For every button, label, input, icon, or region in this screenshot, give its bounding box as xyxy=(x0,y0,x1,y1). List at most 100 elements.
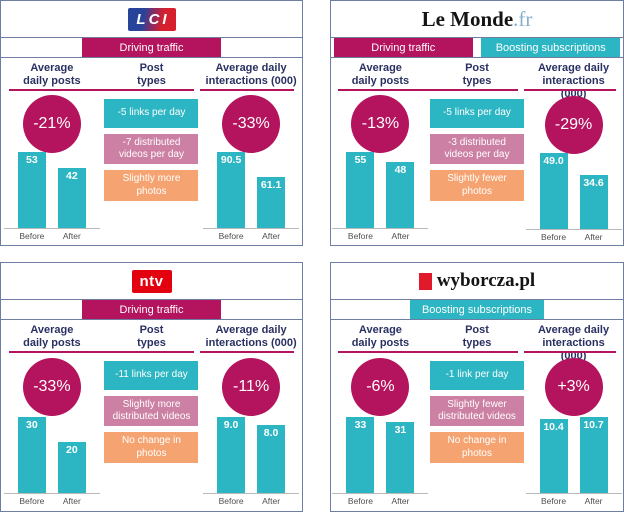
interactions-axis-labels: Before After xyxy=(526,232,622,242)
bar-after: 61.1 xyxy=(257,176,286,228)
posts-change-badge: -13% xyxy=(351,94,410,153)
column-header-interactions: Average daily interactions (000) xyxy=(205,324,297,349)
column-header-posts: Average daily posts xyxy=(23,62,81,87)
brand-logo-row: LCI xyxy=(1,1,302,37)
post-type-boxes: -1 link per day Slightly fewer distribute… xyxy=(429,361,524,463)
header-underline-right xyxy=(199,89,295,91)
post-type-boxes: -5 links per day -7 distributed videos pe… xyxy=(104,99,199,201)
header-underline-right xyxy=(523,351,616,353)
post-type-box-orange: Slightly fewer photos xyxy=(429,170,524,201)
interactions-axis-labels: Before After xyxy=(526,496,622,506)
bar-after: 48 xyxy=(386,161,415,228)
posts-column: Average daily posts -21% 53 42 Before Afte… xyxy=(3,58,100,245)
bar-before: 53 xyxy=(17,151,46,228)
header-underline-right xyxy=(199,351,295,353)
brand-logo-row: ntv xyxy=(1,263,302,299)
interactions-column: Average daily interactions (000) +3% 10.… xyxy=(525,320,622,511)
bar-after: 8.0 xyxy=(257,425,286,493)
column-header-posts: Average daily posts xyxy=(351,62,410,87)
posts-column: Average daily posts -33% 30 20 Before Afte… xyxy=(3,320,100,511)
panel-wyborcza: wyborcza.pl Boosting subscriptions Avera… xyxy=(330,262,624,512)
header-underline-left xyxy=(338,351,518,353)
posts-change-badge: -21% xyxy=(22,94,81,153)
interactions-change-badge: +3% xyxy=(544,358,603,416)
axis-label-before: Before xyxy=(19,496,45,506)
lci-logo: LCI xyxy=(127,7,176,31)
axis-label-after: After xyxy=(62,230,81,241)
panel-content: Average daily posts -33% 30 20 Before Afte… xyxy=(1,320,302,511)
axis-label-after: After xyxy=(262,230,281,241)
lemonde-logo: Le Monde.fr xyxy=(422,7,533,32)
lemonde-logo-text: Le Monde xyxy=(421,6,514,31)
strategy-tag-traffic: Driving traffic xyxy=(82,300,221,319)
interactions-column: Average daily interactions (000) -29% 49… xyxy=(525,58,622,245)
bar-before: 33 xyxy=(346,417,375,493)
bar-after: 34.6 xyxy=(579,175,608,229)
interactions-change-badge: -11% xyxy=(222,358,281,416)
strategy-tag-subs: Boosting subscriptions xyxy=(481,38,621,57)
interactions-bar-chart: 90.5 61.1 xyxy=(203,151,300,229)
column-header-posts: Average daily posts xyxy=(23,324,81,349)
axis-label-before: Before xyxy=(218,496,244,506)
strategy-tag-row: Boosting subscriptions xyxy=(331,299,623,320)
axis-label-before: Before xyxy=(347,230,373,241)
strategy-tag-row: Driving traffic xyxy=(1,299,302,320)
posts-axis-labels: Before After xyxy=(4,496,100,506)
posts-bar-chart: 33 31 xyxy=(332,417,429,494)
interactions-bar-chart: 9.0 8.0 xyxy=(203,417,300,494)
column-header-types: Post types xyxy=(462,324,492,349)
panel-lemonde: Le Monde.fr Driving traffic Boosting subs… xyxy=(330,0,624,246)
post-type-box-orange: Slightly more photos xyxy=(104,170,199,201)
brand-logo-row: wyborcza.pl xyxy=(331,263,623,299)
interactions-change-badge: -33% xyxy=(222,94,281,153)
header-underline-left xyxy=(338,89,518,91)
post-type-box-teal: -5 links per day xyxy=(104,99,199,128)
lemonde-logo-suffix: .fr xyxy=(513,6,533,31)
post-type-box-pink: Slightly more distributed videos xyxy=(104,396,199,427)
wyborcza-red-mark-icon xyxy=(418,272,432,290)
bar-after: 10.7 xyxy=(579,417,608,493)
bar-before: 49.0 xyxy=(539,153,568,229)
bar-after: 42 xyxy=(57,167,86,228)
panel-content: Average daily posts -21% 53 42 Before Afte… xyxy=(1,58,302,245)
strategy-tag-row: Driving traffic xyxy=(1,37,302,58)
post-types-column: Post types -11 links per day Slightly mor… xyxy=(99,320,204,511)
panel-content: Average daily posts -6% 33 31 Before After… xyxy=(331,320,623,511)
strategy-tag-subs: Boosting subscriptions xyxy=(409,300,545,319)
bar-before: 90.5 xyxy=(217,151,246,228)
posts-bar-chart: 53 42 xyxy=(3,151,100,229)
axis-label-before: Before xyxy=(218,230,244,241)
column-header-posts: Average daily posts xyxy=(351,324,410,349)
brand-logo-row: Le Monde.fr xyxy=(331,1,623,37)
interactions-bar-chart: 49.0 34.6 xyxy=(525,153,622,230)
bar-before: 30 xyxy=(17,417,46,493)
strategy-tag-traffic: Driving traffic xyxy=(82,38,221,57)
posts-change-badge: -6% xyxy=(351,358,410,416)
post-type-boxes: -5 links per day -3 distributed videos pe… xyxy=(429,99,524,201)
posts-axis-labels: Before After xyxy=(332,496,428,506)
post-types-column: Post types -1 link per day Slightly fewer… xyxy=(426,320,528,511)
panel-content: Average daily posts -13% 55 48 Before Afte… xyxy=(331,58,623,245)
post-types-column: Post types -5 links per day -3 distribute… xyxy=(426,58,528,245)
post-type-box-orange: No change in photos xyxy=(429,432,524,463)
panel-ntv: ntv Driving traffic Average daily posts … xyxy=(0,262,303,512)
posts-change-badge: -33% xyxy=(22,358,81,416)
axis-label-after: After xyxy=(391,496,410,506)
column-header-types: Post types xyxy=(137,324,166,349)
axis-label-after: After xyxy=(584,496,603,506)
post-type-boxes: -11 links per day Slightly more distribut… xyxy=(104,361,199,463)
posts-column: Average daily posts -13% 55 48 Before Afte… xyxy=(332,58,429,245)
column-header-interactions: Average daily interactions (000) xyxy=(205,62,297,87)
axis-label-before: Before xyxy=(19,230,45,241)
axis-label-before: Before xyxy=(541,496,567,506)
interactions-axis-labels: Before After xyxy=(203,496,299,506)
posts-axis-labels: Before After xyxy=(4,231,100,241)
post-type-box-teal: -1 link per day xyxy=(429,361,524,390)
column-header-interactions: Average daily interactions (000) xyxy=(537,324,610,362)
bar-after: 31 xyxy=(386,422,415,493)
posts-bar-chart: 55 48 xyxy=(332,151,429,229)
header-underline-left xyxy=(8,351,194,353)
post-type-box-pink: -3 distributed videos per day xyxy=(429,134,524,165)
axis-label-before: Before xyxy=(347,496,373,506)
axis-label-before: Before xyxy=(541,232,567,242)
